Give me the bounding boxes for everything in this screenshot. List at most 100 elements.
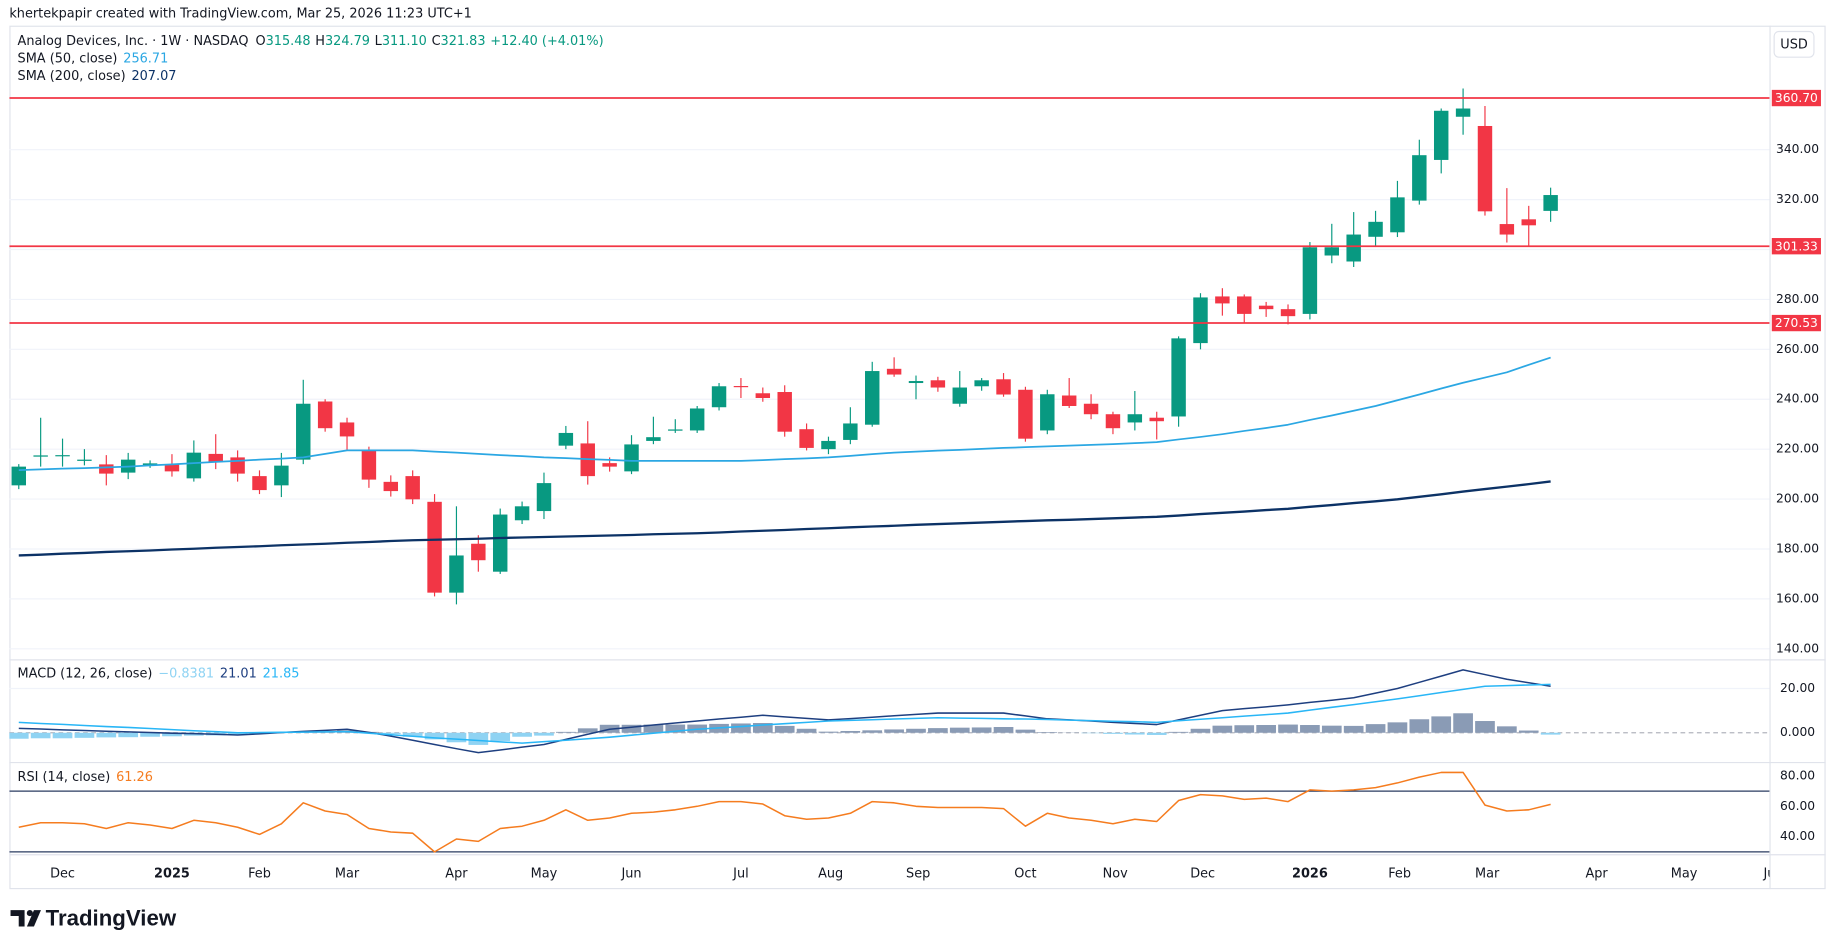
x-tick-label: Dec	[1190, 866, 1215, 881]
x-tick-label: Apr	[1585, 866, 1608, 881]
indicator-line	[18, 356, 1551, 471]
candle-body	[1215, 296, 1230, 304]
candle-body	[1258, 305, 1274, 310]
candle-body	[536, 483, 552, 512]
candle-body	[777, 392, 792, 432]
histogram-bar	[665, 724, 686, 733]
currency-button[interactable]	[1773, 30, 1815, 58]
price-badge-label: 301.33	[1775, 239, 1818, 253]
histogram-bar	[643, 724, 664, 733]
y-tick-label: 20.00	[1780, 681, 1815, 695]
histogram-bar	[949, 727, 970, 733]
histogram-bar	[1124, 732, 1145, 735]
histogram-bar	[1190, 728, 1211, 733]
histogram-bar	[1212, 725, 1233, 733]
candle-body	[689, 408, 705, 431]
change-value: +12.40 (+4.01%)	[490, 33, 603, 48]
y-tick-label: 60.00	[1780, 799, 1815, 813]
candle-body	[624, 444, 639, 472]
candle-body	[77, 459, 92, 461]
histogram-bar	[556, 731, 576, 733]
histogram-bar	[1037, 732, 1058, 733]
indicator-value: 21.01	[220, 666, 257, 681]
indicator-name: MACD (12, 26, close)	[18, 666, 153, 681]
y-tick-label: 240.00	[1776, 392, 1819, 406]
candle-body	[1149, 417, 1164, 422]
indicator-line	[18, 683, 1551, 744]
candle-body	[33, 455, 48, 457]
x-tick-label: Sep	[906, 866, 930, 881]
histogram-bar	[402, 732, 423, 737]
candle-body	[1412, 155, 1427, 201]
candle-body	[996, 379, 1011, 395]
logo-mark	[26, 910, 33, 917]
y-tick-label: 340.00	[1776, 142, 1819, 156]
histogram-bar	[621, 724, 642, 733]
y-tick-label: 140.00	[1776, 641, 1819, 655]
x-tick-label: Aug	[818, 866, 843, 881]
price-badge-label: 270.53	[1775, 316, 1818, 330]
histogram-bar	[512, 732, 532, 737]
indicator-line	[18, 771, 1551, 853]
indicator-name: SMA (50, close)	[18, 51, 118, 66]
candle-body	[821, 440, 836, 450]
histogram-bar	[1015, 729, 1036, 733]
candle-body	[186, 452, 202, 479]
price-badge	[1771, 314, 1821, 332]
histogram-bar	[884, 729, 904, 733]
histogram-bar	[227, 732, 248, 735]
indicator-name: RSI (14, close)	[18, 770, 111, 785]
histogram-bar	[862, 730, 883, 733]
candle-body	[1302, 247, 1318, 314]
candle-body	[974, 380, 989, 387]
ohlc-value: 324.79	[325, 33, 370, 48]
candle-body	[1237, 296, 1252, 314]
x-tick-label: 2025	[154, 866, 190, 881]
histogram-bar	[1256, 725, 1276, 733]
indicator-value: 207.07	[131, 68, 176, 83]
histogram-bar	[1497, 726, 1517, 733]
price-badge-label: 360.70	[1775, 91, 1818, 105]
y-tick-label: 260.00	[1776, 342, 1819, 356]
candle-body	[711, 386, 727, 408]
histogram-bar	[1103, 732, 1123, 734]
histogram-bar	[534, 732, 554, 736]
indicator-value: 61.26	[116, 770, 153, 785]
x-tick-label: 2026	[1292, 866, 1328, 881]
candle-body	[208, 453, 223, 463]
indicator-value: −0.8381	[158, 666, 214, 681]
histogram-bar	[118, 732, 139, 738]
candle-body	[1061, 395, 1077, 406]
x-tick-label: Nov	[1103, 866, 1129, 881]
candle-body	[1346, 234, 1361, 262]
symbol-legend: Analog Devices, Inc. · 1W · NASDAQ O315.4…	[18, 33, 604, 48]
y-tick-label: 0.000	[1780, 725, 1815, 739]
ohlc-value: 311.10	[382, 33, 427, 48]
histogram-bar	[577, 728, 598, 733]
candle-body	[492, 514, 508, 572]
ohlc-key: H	[315, 33, 325, 48]
candle-body	[1324, 247, 1340, 256]
logo-mark	[26, 910, 41, 927]
candle-body	[886, 368, 902, 375]
histogram-bar	[1343, 725, 1364, 733]
x-tick-label: Jun	[620, 866, 641, 881]
histogram-bar	[52, 732, 73, 739]
indicator-value: 21.85	[263, 666, 300, 681]
ohlc-value: 315.48	[266, 33, 311, 48]
y-tick-label: 160.00	[1776, 591, 1819, 605]
y-tick-label: 220.00	[1776, 442, 1819, 456]
candle-body	[339, 422, 355, 437]
candle-body	[317, 401, 333, 429]
indicator-legend: MACD (12, 26, close) −0.8381 21.01 21.85	[18, 666, 300, 681]
y-tick-label: 200.00	[1776, 492, 1819, 506]
labels: 140.00 160.00 180.00 200.00 220.00 240.00 260.…	[18, 33, 1821, 843]
histogram-bar	[1431, 716, 1452, 733]
x-tick-label: Mar	[335, 866, 360, 881]
histogram-bar	[1453, 713, 1473, 733]
candle-body	[252, 476, 267, 491]
histogram-bar	[1518, 730, 1539, 733]
indicator-name: SMA (200, close)	[18, 68, 126, 83]
